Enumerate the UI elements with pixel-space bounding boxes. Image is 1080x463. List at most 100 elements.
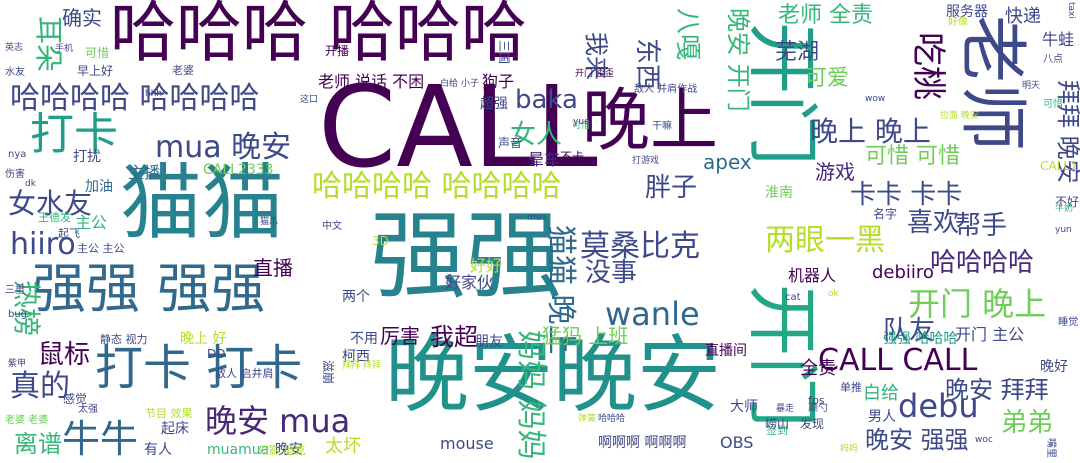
- word: taxi: [1066, 2, 1076, 19]
- word: 晚好: [1040, 359, 1068, 375]
- word: fps: [808, 394, 825, 407]
- word: 牛牛: [62, 417, 139, 461]
- word: 朋友: [475, 334, 503, 350]
- word: 敌人 并肩作战: [634, 84, 698, 95]
- word: 太强: [78, 404, 98, 415]
- word: 可惜: [572, 121, 591, 131]
- word: 没事: [585, 258, 638, 288]
- word: 八点: [1043, 54, 1063, 65]
- word: 不用: [350, 331, 378, 347]
- word: 好像: [948, 17, 968, 28]
- word: ok: [828, 289, 839, 299]
- word: 东西: [632, 38, 662, 91]
- word: 主播: [128, 163, 161, 182]
- word: 喜欢: [907, 208, 960, 238]
- word: 两个: [342, 289, 370, 305]
- word: debu: [898, 387, 979, 425]
- word: 手机: [55, 44, 74, 54]
- word: apex: [703, 150, 752, 174]
- word: 全责: [800, 358, 836, 379]
- word: 胖子: [645, 173, 698, 203]
- word: 打扰: [73, 149, 101, 165]
- word: OBS: [720, 433, 754, 452]
- word: 感觉: [63, 392, 88, 406]
- word: wow: [865, 94, 886, 104]
- word: 可惜: [1043, 99, 1063, 110]
- word: 强强 哈哈哈: [883, 331, 958, 347]
- word: 开门 主公: [955, 325, 1025, 344]
- word: 有人: [144, 442, 172, 458]
- word: 这口: [300, 95, 319, 105]
- word: 不卡: [560, 150, 585, 164]
- word: woc: [975, 435, 993, 445]
- word: 弹簧: [578, 414, 597, 424]
- word: yun: [1055, 225, 1072, 235]
- word: mua 晚安: [155, 130, 292, 165]
- word: 大师: [730, 399, 758, 415]
- word: 晚安 开门: [724, 8, 752, 112]
- word: 起床: [161, 421, 189, 437]
- word: debiiro: [872, 262, 934, 283]
- word: 猫爪: [260, 217, 279, 227]
- word: 王德发: [38, 211, 71, 224]
- word: 暴走: [776, 404, 795, 414]
- word: 单推: [840, 381, 862, 394]
- word: yue: [573, 117, 590, 127]
- word: bug: [8, 309, 28, 320]
- word: 狗子: [482, 72, 515, 91]
- word: baka: [515, 85, 578, 115]
- word: 哈哈哈哈 哈哈哈哈: [10, 81, 260, 116]
- word: 牛蛙: [1042, 30, 1075, 49]
- word: 打卡: [30, 109, 118, 160]
- word: 明天: [1022, 81, 1041, 91]
- word: 晚上 好: [180, 331, 227, 347]
- word: CALL2333: [203, 162, 274, 178]
- word: 老婆: [172, 64, 194, 77]
- word: 晕车: [528, 150, 561, 169]
- word: 淮南: [765, 185, 793, 201]
- word: 白给: [863, 383, 899, 404]
- word: 干嘛: [652, 121, 672, 132]
- word: 妈妈: [840, 444, 859, 454]
- word: 开门 晚上: [908, 285, 1047, 323]
- word: 拉面 晚安: [940, 111, 979, 121]
- word: 女人: [510, 120, 563, 150]
- word: 老师 全责: [778, 3, 873, 28]
- word: 静态 视力: [100, 333, 148, 346]
- word: 嘴里: [1045, 438, 1056, 458]
- word: 吃桃: [908, 32, 948, 100]
- word: 水友: [5, 67, 25, 78]
- word: 可惜 可惜: [865, 144, 960, 169]
- word: 崂山: [765, 417, 790, 431]
- word: 猛犸 上班: [542, 324, 629, 348]
- word: 伤害: [5, 169, 25, 180]
- word: 机器人: [788, 266, 837, 285]
- word: 老婆 老婆: [5, 415, 49, 426]
- word: 厉害: [380, 324, 420, 348]
- word: 加油: [85, 179, 113, 195]
- word: 拜拜 拜拜: [342, 361, 381, 371]
- word: 老师: [952, 15, 1031, 152]
- word: 太坏: [325, 436, 361, 457]
- word: hiiro: [10, 227, 76, 262]
- word: hhh: [145, 89, 163, 99]
- word: 打卡 打卡: [95, 340, 303, 396]
- word: 颠勺: [808, 403, 828, 414]
- word: 女水友: [8, 187, 93, 220]
- word: 三国: [497, 40, 511, 65]
- word: 开门 歪歪: [575, 69, 614, 79]
- word: 英志: [5, 43, 24, 53]
- word: 队友: [883, 316, 936, 346]
- word: 起飞: [58, 227, 80, 240]
- word: 好家伙: [445, 273, 494, 292]
- word: 帮手: [955, 211, 1008, 241]
- word: 不好: [1055, 195, 1080, 209]
- word: 芜湖: [775, 40, 820, 65]
- word: CALL: [318, 63, 598, 193]
- word: 签到: [766, 424, 788, 437]
- word: 超强: [480, 96, 508, 112]
- word: 哈哈哈哈: [930, 248, 1035, 278]
- word: 真的: [10, 369, 70, 404]
- word: 睡觉: [1058, 317, 1079, 328]
- word: 卡卡 卡卡: [850, 180, 963, 210]
